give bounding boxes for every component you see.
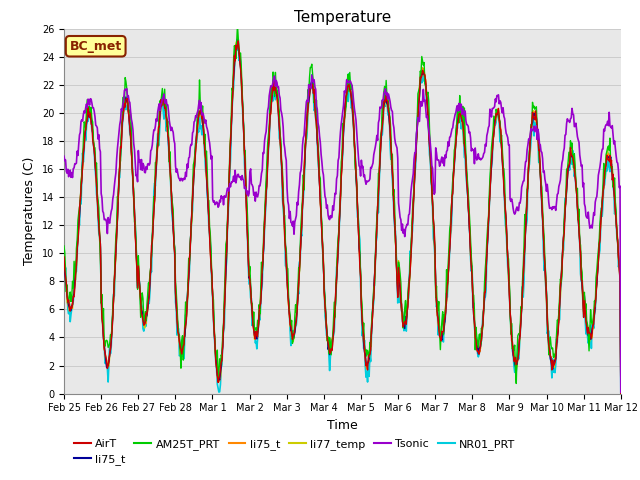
AM25T_PRT [184, 283, 192, 288]
li77_temp [127, 149, 135, 155]
Tsonic [428, 150, 435, 156]
NR01_PRT [234, 36, 242, 42]
li75_t [234, 36, 241, 42]
li77_temp [214, 371, 221, 377]
AirT [428, 164, 435, 169]
li77_temp [184, 287, 192, 292]
Line: li75_t: li75_t [64, 39, 621, 392]
li77_temp [233, 38, 241, 44]
li75_t [234, 40, 241, 46]
li75_t [411, 170, 419, 176]
Line: li75_t: li75_t [64, 43, 621, 394]
li75_t [184, 287, 192, 293]
NR01_PRT [127, 149, 135, 155]
AM25T_PRT [234, 22, 241, 28]
AirT [184, 291, 192, 297]
Line: AirT: AirT [64, 41, 621, 394]
AM25T_PRT [60, 243, 68, 249]
AirT [127, 146, 135, 152]
Legend: AirT, li75_t, AM25T_PRT, li75_t, li77_temp, Tsonic, NR01_PRT: AirT, li75_t, AM25T_PRT, li75_t, li77_te… [70, 434, 520, 469]
X-axis label: Time: Time [327, 419, 358, 432]
li75_t [60, 255, 68, 261]
AirT [617, 391, 625, 396]
Tsonic [70, 165, 78, 171]
Title: Temperature: Temperature [294, 10, 391, 25]
Line: NR01_PRT: NR01_PRT [64, 39, 621, 394]
AirT [411, 168, 419, 174]
Tsonic [214, 200, 221, 205]
AM25T_PRT [411, 164, 419, 170]
NR01_PRT [214, 382, 221, 387]
li77_temp [411, 168, 419, 174]
NR01_PRT [411, 171, 419, 177]
AirT [234, 38, 242, 44]
Tsonic [411, 150, 419, 156]
li77_temp [70, 287, 78, 292]
Tsonic [127, 116, 135, 122]
li77_temp [617, 391, 625, 396]
li77_temp [428, 171, 435, 177]
Tsonic [308, 72, 316, 78]
li75_t [411, 170, 419, 176]
li75_t [428, 166, 435, 172]
Line: AM25T_PRT: AM25T_PRT [64, 25, 621, 384]
AM25T_PRT [513, 381, 520, 386]
NR01_PRT [184, 288, 192, 294]
li75_t [127, 151, 135, 156]
Line: li77_temp: li77_temp [64, 41, 621, 394]
Text: BC_met: BC_met [70, 40, 122, 53]
NR01_PRT [617, 391, 625, 396]
li75_t [70, 291, 78, 297]
li75_t [70, 287, 78, 293]
Tsonic [184, 165, 192, 171]
AM25T_PRT [428, 178, 435, 183]
li75_t [184, 283, 192, 288]
AirT [60, 254, 68, 260]
li77_temp [60, 262, 68, 268]
Tsonic [60, 153, 68, 159]
AM25T_PRT [617, 379, 625, 385]
li75_t [214, 375, 221, 381]
NR01_PRT [70, 288, 78, 293]
AirT [214, 372, 221, 377]
Line: Tsonic: Tsonic [64, 75, 621, 392]
li75_t [617, 389, 625, 395]
AM25T_PRT [127, 128, 135, 133]
Y-axis label: Temperatures (C): Temperatures (C) [23, 157, 36, 265]
AM25T_PRT [70, 258, 78, 264]
AM25T_PRT [214, 347, 221, 353]
li75_t [60, 258, 68, 264]
NR01_PRT [60, 264, 68, 270]
Tsonic [617, 389, 625, 395]
AirT [70, 294, 78, 300]
li75_t [428, 173, 435, 179]
li75_t [214, 372, 221, 378]
NR01_PRT [428, 176, 435, 181]
li75_t [617, 391, 625, 396]
li75_t [127, 149, 135, 155]
